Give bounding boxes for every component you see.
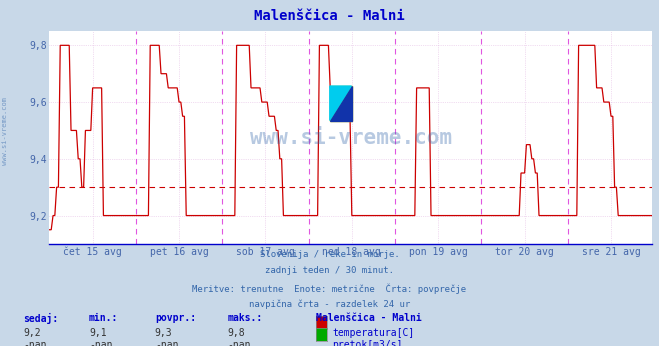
Text: pretok[m3/s]: pretok[m3/s] bbox=[332, 340, 403, 346]
Bar bbox=[330, 86, 351, 120]
Text: -nan: -nan bbox=[227, 340, 251, 346]
Text: 9,1: 9,1 bbox=[89, 328, 107, 338]
Text: -nan: -nan bbox=[155, 340, 179, 346]
Polygon shape bbox=[330, 86, 351, 120]
Text: Malenščica - Malni: Malenščica - Malni bbox=[316, 313, 422, 323]
Text: zadnji teden / 30 minut.: zadnji teden / 30 minut. bbox=[265, 266, 394, 275]
Text: povpr.:: povpr.: bbox=[155, 313, 196, 323]
Text: 9,8: 9,8 bbox=[227, 328, 245, 338]
Text: 9,3: 9,3 bbox=[155, 328, 173, 338]
Text: temperatura[C]: temperatura[C] bbox=[332, 328, 415, 338]
Text: www.si-vreme.com: www.si-vreme.com bbox=[250, 128, 452, 147]
Text: 9,2: 9,2 bbox=[23, 328, 41, 338]
Text: Meritve: trenutne  Enote: metrične  Črta: povprečje: Meritve: trenutne Enote: metrične Črta: … bbox=[192, 283, 467, 293]
Text: min.:: min.: bbox=[89, 313, 119, 323]
Polygon shape bbox=[330, 86, 351, 120]
Text: maks.:: maks.: bbox=[227, 313, 262, 323]
Text: navpična črta - razdelek 24 ur: navpična črta - razdelek 24 ur bbox=[249, 300, 410, 309]
Text: Slovenija / reke in morje.: Slovenija / reke in morje. bbox=[260, 250, 399, 259]
Text: sedaj:: sedaj: bbox=[23, 313, 58, 324]
Text: -nan: -nan bbox=[89, 340, 113, 346]
Text: -nan: -nan bbox=[23, 340, 47, 346]
Text: Malenščica - Malni: Malenščica - Malni bbox=[254, 9, 405, 22]
Text: www.si-vreme.com: www.si-vreme.com bbox=[2, 98, 9, 165]
